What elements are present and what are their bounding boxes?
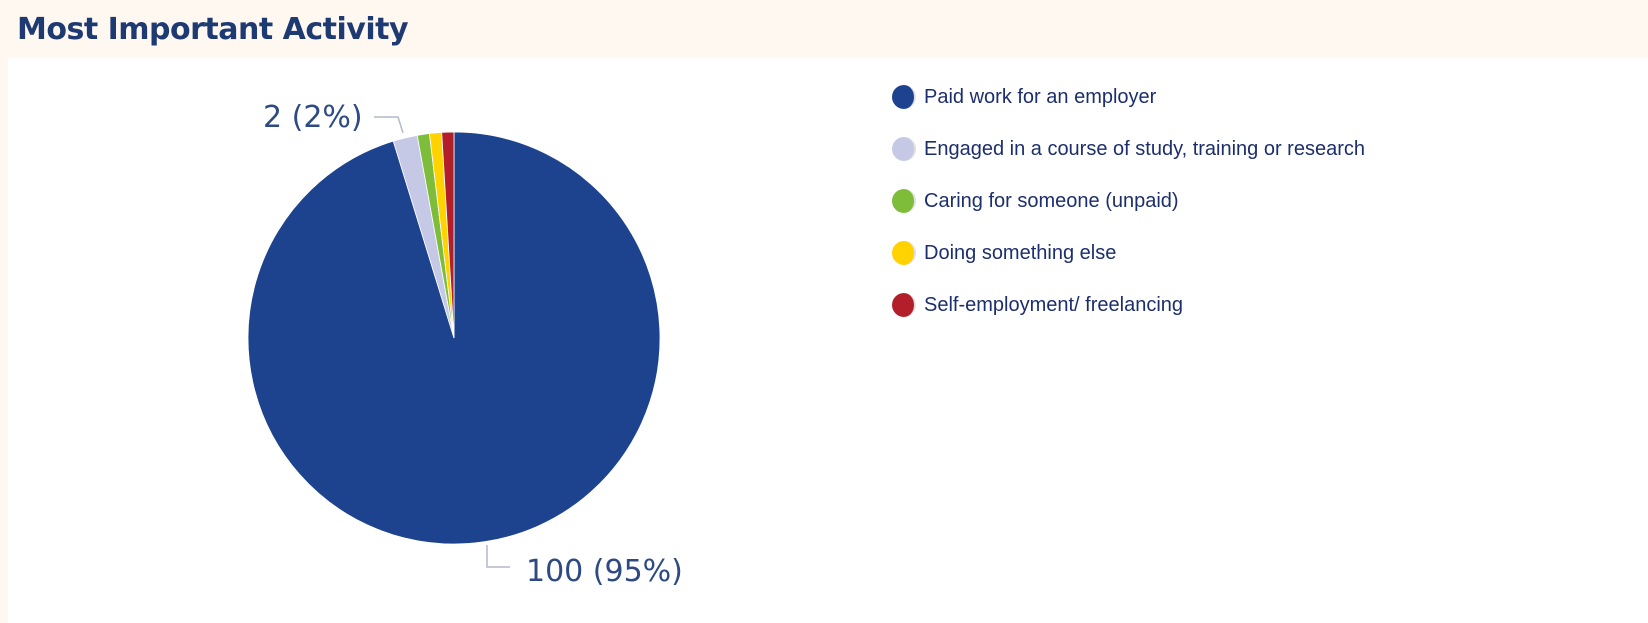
legend-swatch-study [892,137,916,161]
legend-label: Caring for someone (unpaid) [924,189,1179,212]
legend-label: Self-employment/ freelancing [924,293,1184,316]
legend-item-self-employment[interactable]: Self-employment/ freelancing [892,279,1365,331]
leader-line-study [374,116,404,134]
data-label-group-0: 100 (95%) [486,545,683,589]
chart-legend: Paid work for an employer Engaged in a c… [892,71,1365,331]
legend-item-paid-work[interactable]: Paid work for an employer [892,71,1365,123]
legend-item-study[interactable]: Engaged in a course of study, training o… [892,123,1365,175]
legend-swatch-self-employment [892,293,916,317]
legend-label: Paid work for an employer [924,85,1157,108]
data-label-paid-work: 100 (95%) [526,554,683,589]
leader-line-paid-work [486,545,510,568]
pie-slices [247,131,661,545]
data-label-study: 2 (2%) [263,100,363,135]
chart-title: Most Important Activity [17,12,409,47]
legend-swatch-caring [892,189,916,213]
legend-item-caring[interactable]: Caring for someone (unpaid) [892,175,1365,227]
data-label-group-1: 2 (2%) [263,100,404,135]
legend-label: Engaged in a course of study, training o… [924,137,1365,160]
legend-swatch-paid-work [892,85,916,109]
legend-swatch-something-else [892,241,916,265]
legend-item-something-else[interactable]: Doing something else [892,227,1365,279]
legend-label: Doing something else [924,241,1117,264]
pie-slice-self-employment[interactable] [441,131,455,339]
